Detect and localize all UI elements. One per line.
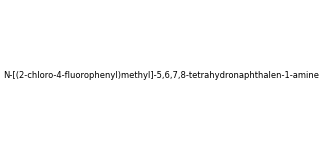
Text: N-[(2-chloro-4-fluorophenyl)methyl]-5,6,7,8-tetrahydronaphthalen-1-amine: N-[(2-chloro-4-fluorophenyl)methyl]-5,6,…: [4, 71, 319, 81]
